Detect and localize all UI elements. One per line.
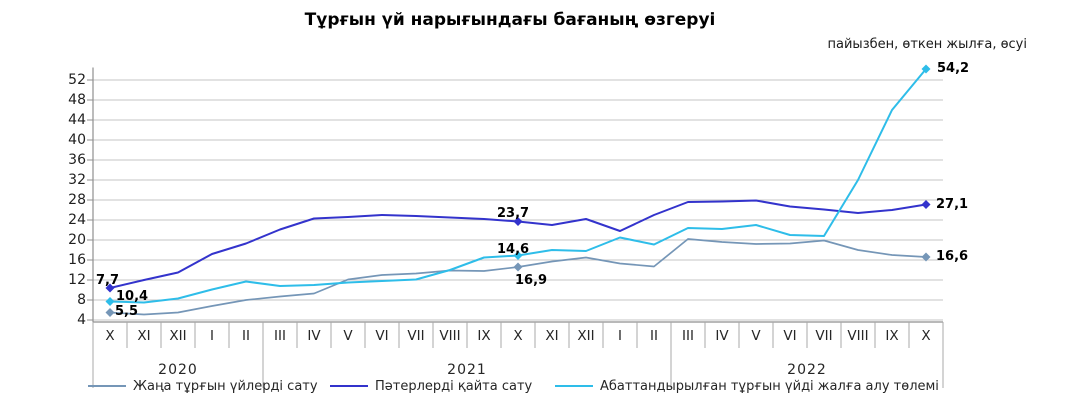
y-axis-tick-label: 52	[68, 72, 86, 88]
chart-title: Тұрғын үй нарығындағы бағаның өзгеруі	[304, 10, 716, 30]
x-axis-year-label: 2020	[158, 362, 198, 378]
data-point-marker	[105, 283, 115, 293]
legend-label: Жаңа тұрғын үйлерді сату	[133, 378, 318, 394]
data-point-marker	[513, 251, 523, 260]
y-axis-tick-label: 16	[68, 252, 86, 268]
legend: Жаңа тұрғын үйлерді сату Пәтерлерді қайта…	[0, 376, 1067, 400]
x-axis-month-label: XII	[169, 328, 187, 344]
data-label: 23,7	[497, 205, 530, 221]
y-axis-tick-label: 20	[68, 232, 86, 248]
x-axis-month-label: IV	[715, 328, 729, 344]
data-point-marker	[921, 64, 931, 74]
x-axis-month-label: III	[682, 328, 694, 344]
legend-label: Пәтерлерді қайта сату	[375, 378, 533, 394]
data-label: 16,9	[515, 272, 548, 288]
y-axis-tick-label: 24	[68, 212, 86, 228]
data-label: 16,6	[936, 249, 969, 264]
x-axis-month-label: XI	[137, 328, 151, 344]
x-axis-month-label: VII	[815, 328, 833, 344]
x-axis-month-label: X	[921, 328, 931, 344]
legend-line-sample	[88, 385, 126, 387]
data-label: 27,1	[936, 196, 969, 212]
y-axis-tick-label: 40	[68, 132, 86, 148]
x-axis-month-label: I	[618, 328, 622, 344]
x-axis-month-label: IX	[885, 328, 899, 344]
x-axis-month-label: IX	[477, 328, 491, 344]
x-axis-month-label: XII	[577, 328, 595, 344]
y-axis-tick-label: 12	[68, 272, 86, 288]
data-label: 5,5	[115, 303, 139, 319]
legend-item: Пәтерлерді қайта сату	[330, 376, 532, 396]
legend-item: Абаттандырылған тұрғын үйді жалға алу тө…	[555, 376, 939, 396]
x-axis-month-label: VI	[783, 328, 797, 344]
x-axis-month-label: II	[650, 328, 658, 344]
x-axis-month-label: X	[105, 328, 115, 344]
data-point-marker	[105, 297, 115, 306]
y-axis-tick-label: 48	[68, 92, 86, 108]
x-axis-month-label: X	[513, 328, 523, 344]
data-label: 54,2	[937, 61, 970, 76]
x-axis-month-label: VIII	[439, 328, 461, 344]
legend-label: Абаттандырылған тұрғын үйді жалға алу тө…	[600, 378, 939, 394]
x-axis-month-label: V	[751, 328, 761, 344]
data-point-marker	[921, 252, 931, 262]
legend-item: Жаңа тұрғын үйлерді сату	[88, 376, 318, 396]
data-label: 7,7	[96, 272, 120, 288]
data-label: 10,4	[116, 289, 149, 304]
x-axis-month-label: II	[242, 328, 250, 344]
legend-line-sample	[330, 385, 368, 387]
y-axis-tick-label: 28	[68, 192, 86, 208]
data-point-marker	[513, 262, 523, 272]
x-axis-month-label: VI	[375, 328, 389, 344]
x-axis-month-label: XI	[545, 328, 559, 344]
x-axis-year-label: 2021	[447, 362, 487, 378]
data-point-marker	[513, 217, 523, 226]
x-axis-month-label: IV	[307, 328, 321, 344]
data-point-marker	[921, 200, 931, 209]
x-axis-year-label: 2022	[787, 362, 827, 378]
y-axis-tick-label: 32	[68, 172, 86, 188]
x-axis-month-label: V	[343, 328, 353, 344]
y-axis-tick-label: 44	[68, 112, 86, 128]
chart-subtitle: пайызбен, өткен жылға, өсуі	[827, 37, 1027, 52]
x-axis-month-label: III	[274, 328, 286, 344]
y-axis-tick-label: 36	[68, 152, 86, 168]
data-point-marker	[105, 308, 115, 317]
x-axis-month-label: VII	[407, 328, 425, 344]
legend-line-sample	[555, 385, 593, 387]
y-axis-tick-label: 4	[77, 312, 86, 328]
x-axis-month-label: VIII	[847, 328, 869, 344]
x-axis-month-label: I	[210, 328, 214, 344]
data-label: 14,6	[497, 242, 530, 257]
y-axis-tick-label: 8	[77, 292, 86, 308]
